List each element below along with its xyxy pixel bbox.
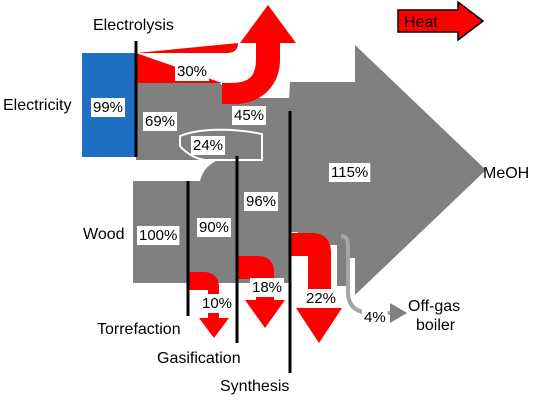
torrefaction-heat-value: 10% [202, 295, 232, 312]
wood-label: Wood [83, 226, 125, 243]
torrefaction-heat-value-box [200, 294, 235, 313]
torrefaction-label: Torrefaction [97, 321, 181, 338]
electricity-value: 99% [93, 99, 123, 116]
wood-value-box [137, 226, 180, 245]
offgas-label-line1: Off-gas [408, 298, 460, 315]
torrefaction-heat-value-group: 10% [200, 294, 235, 313]
electrolysis-label: Electrolysis [93, 17, 174, 34]
product-value-group: 115% [329, 163, 371, 182]
heat-legend-arrow [397, 0, 485, 42]
offgas-label-line2: boiler [416, 317, 456, 334]
meoh-label: MeOH [483, 165, 529, 182]
electrolysis-flow-value-box [143, 112, 178, 131]
gasification-heat-value: 18% [252, 279, 282, 296]
hydrogen-top-value: 45% [234, 107, 264, 124]
wood-value: 100% [139, 227, 177, 244]
electrolysis-flow-value-group: 69% [143, 112, 178, 131]
offgas-value-group: 4% [362, 308, 388, 327]
synthesis-heat-value: 22% [306, 290, 336, 307]
hydrogen-top-value-group: 45% [232, 106, 267, 125]
percentage-labels: 99% 100% 30% 69% 45% 24% 90% 96% 115% 10% 18% 22% 4% [91, 62, 388, 327]
hydrogen-split-value-group: 24% [191, 136, 226, 155]
hydrogen-top-value-box [232, 106, 267, 125]
electricity-value-box [91, 98, 126, 117]
syngas-value-box [244, 192, 279, 211]
syngas-value-group: 96% [244, 192, 279, 211]
offgas-value: 4% [364, 309, 386, 326]
gasification-heat-value-box [250, 278, 285, 297]
hydrogen-split-value-box [191, 136, 226, 155]
offgas-value-box [362, 308, 388, 327]
syngas-value: 96% [246, 193, 276, 210]
electrolysis-heat-value-box [175, 62, 210, 81]
offgas-arrow [390, 303, 407, 323]
gasification-label: Gasification [157, 350, 241, 367]
electrolysis-heat-value: 30% [177, 63, 207, 80]
main-flow [133, 45, 486, 295]
offgas-label: Off-gas boiler [408, 298, 465, 334]
synthesis-heat-value-box [304, 289, 339, 308]
heat-legend-label: Heat [404, 14, 438, 31]
synthesis-heat-value-group: 22% [304, 289, 339, 308]
electricity-label: Electricity [3, 97, 71, 114]
product-value: 115% [331, 164, 368, 181]
hydrogen-split-value: 24% [193, 137, 223, 154]
wood-torrefied-value-box [197, 218, 232, 237]
synthesis-label: Synthesis [220, 378, 289, 395]
electrolysis-flow-value: 69% [145, 113, 175, 130]
product-value-box [329, 163, 371, 182]
wood-torrefied-value: 90% [199, 219, 229, 236]
electricity-value-group: 99% [91, 98, 126, 117]
gasification-heat-value-group: 18% [250, 278, 285, 297]
wood-torrefied-value-group: 90% [197, 218, 232, 237]
synthesis-heat-arrow [290, 233, 342, 343]
wood-value-group: 100% [137, 226, 180, 245]
electrolysis-heat-value-group: 30% [175, 62, 210, 81]
